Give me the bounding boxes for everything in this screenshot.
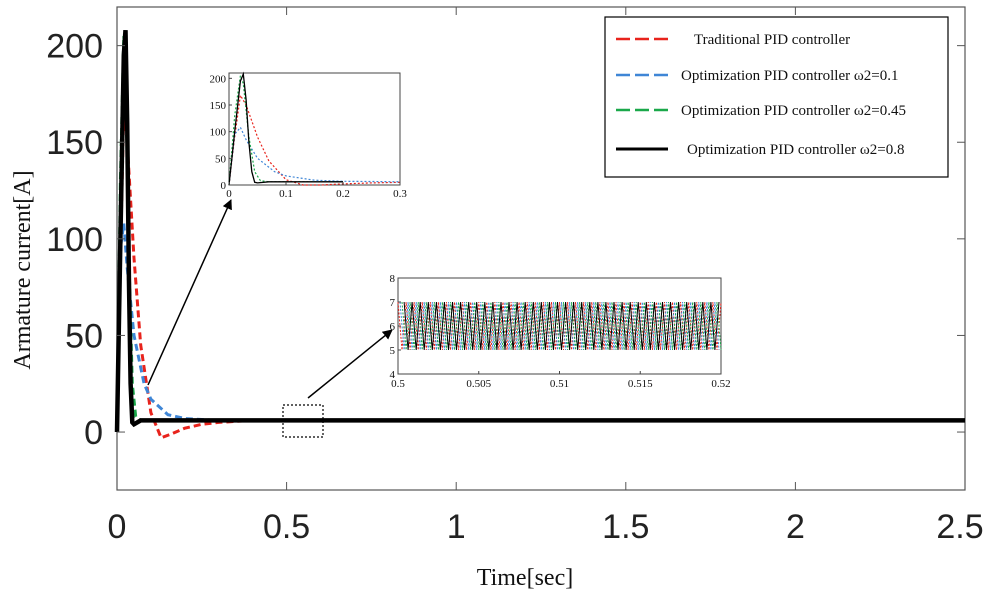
inset1-series-line-2	[228, 75, 343, 186]
inset2-x-tick-label-3: 0.515	[628, 378, 653, 390]
inset2-y-tick-label-3: 7	[390, 297, 396, 309]
inset1-y-tick-label-0: 0	[221, 180, 227, 192]
inset1-x-tick-label-2: 0.2	[336, 188, 350, 200]
y-axis-title: Armature current[A]	[10, 170, 36, 369]
zoom-region-box	[282, 404, 324, 438]
inset2-series-line-2	[401, 301, 722, 351]
inset1-series-line-1	[228, 126, 401, 186]
x-tick-label-2: 1	[447, 508, 466, 546]
inset1-y-tick-label-3: 150	[210, 100, 227, 112]
inset1-x-tick-label-1: 0.1	[279, 188, 293, 200]
y-tick-label-1: 50	[65, 317, 103, 355]
inset2-x-tick-label-0: 0.5	[391, 378, 405, 390]
y-tick-label-0: 0	[84, 414, 103, 452]
x-axis-title: Time[sec]	[477, 565, 573, 591]
ripple-inset: 0.5 0.505 0.51 0.515 0.52 4 5 6 7 8	[390, 273, 731, 390]
inset1-y-tick-label-2: 100	[210, 127, 227, 139]
y-tick-label-3: 150	[46, 124, 103, 162]
x-tick-label-3: 1.5	[602, 508, 649, 546]
legend: Traditional PID controller Optimization P…	[604, 16, 949, 178]
legend-label-1: Optimization PID controller ω2=0.1	[681, 68, 898, 84]
inset1-y-tick-label-4: 200	[210, 73, 227, 85]
x-tick-label-0: 0	[108, 508, 127, 546]
transient-inset-ticks: 0 0.1 0.2 0.3 0 50 100 150 200	[210, 73, 408, 200]
ripple-inset-series	[397, 301, 722, 351]
legend-label-2: Optimization PID controller ω2=0.45	[681, 103, 906, 119]
inset1-x-tick-label-3: 0.3	[393, 188, 407, 200]
inset1-x-tick-label-0: 0	[226, 188, 232, 200]
inset2-series-line-3	[403, 301, 720, 351]
x-tick-label-1: 0.5	[263, 508, 310, 546]
arrow-to-ripple-inset	[307, 329, 393, 399]
x-tick-label-4: 2	[786, 508, 805, 546]
y-tick-label-2: 100	[46, 221, 103, 259]
inset1-y-tick-label-1: 50	[215, 153, 227, 165]
x-tick-label-5: 2.5	[936, 508, 983, 546]
y-tick-label-4: 200	[46, 28, 103, 66]
transient-inset-frame	[228, 72, 401, 186]
inset2-y-tick-label-4: 8	[390, 273, 396, 285]
arrow-to-transient-inset	[147, 199, 232, 386]
inset1-series-line-0	[228, 93, 401, 186]
ripple-inset-ticks: 0.5 0.505 0.51 0.515 0.52 4 5 6 7 8	[390, 273, 731, 390]
legend-label-0: Traditional PID controller	[694, 32, 850, 48]
legend-label-3: Optimization PID controller ω2=0.8	[687, 142, 904, 158]
transient-inset: 0 0.1 0.2 0.3 0 50 100 150 200	[210, 71, 408, 200]
inset2-x-tick-label-1: 0.505	[466, 378, 491, 390]
inset2-series-line-1	[399, 301, 720, 351]
inset2-x-tick-label-2: 0.51	[550, 378, 569, 390]
inset1-series-line-3	[228, 71, 343, 186]
inset2-series-line-0	[397, 301, 722, 351]
inset2-y-tick-label-0: 4	[390, 369, 396, 381]
inset2-y-tick-label-1: 5	[390, 345, 396, 357]
transient-inset-series	[228, 71, 401, 186]
inset2-y-tick-label-2: 6	[390, 321, 396, 333]
main-series-line-3	[114, 30, 965, 433]
inset2-x-tick-label-4: 0.52	[711, 378, 730, 390]
